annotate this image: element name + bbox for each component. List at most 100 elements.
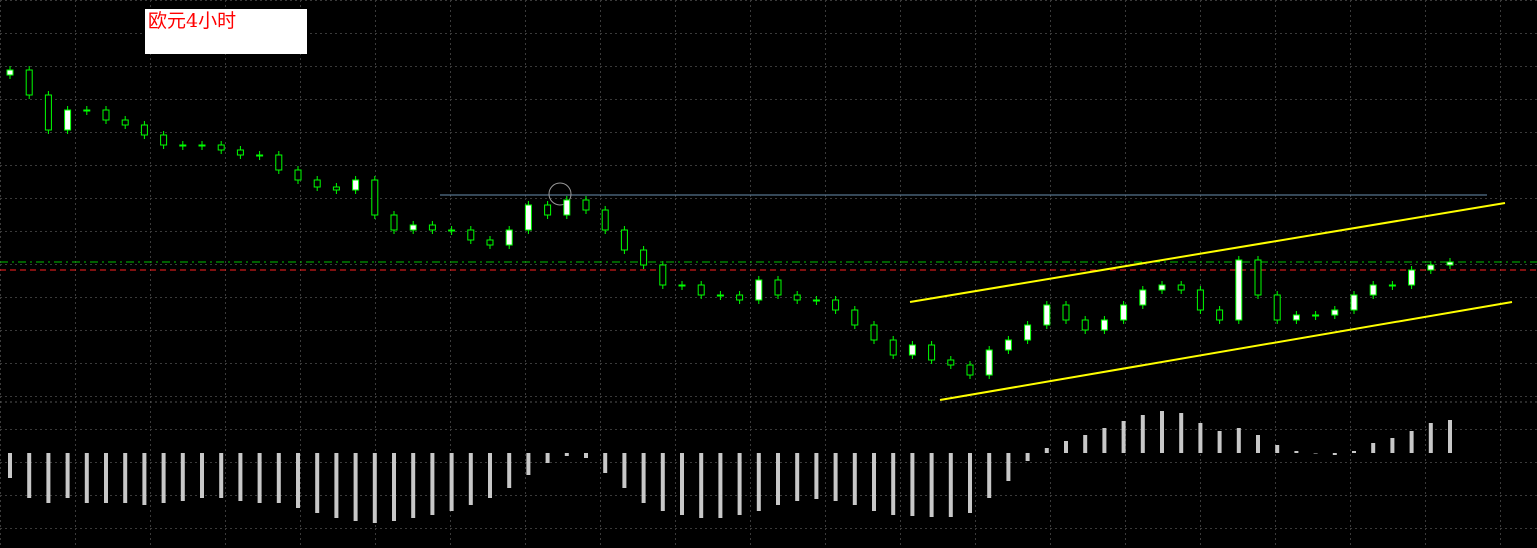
histogram-bar [1256,435,1260,453]
histogram-bar [65,453,70,498]
candle-body [1408,269,1416,286]
histogram-bar [353,453,358,521]
candle-body [563,199,571,216]
histogram-bar [1121,421,1126,453]
histogram-bar [603,453,608,473]
candle-body [985,349,993,376]
histogram-bar [8,453,12,478]
histogram-bar [776,453,780,505]
candle-body [64,109,72,131]
histogram-bar [987,453,992,498]
histogram-bar [276,453,281,503]
candle-body [947,359,955,366]
histogram-bar [660,453,665,511]
histogram-bar [123,453,128,503]
candle-body [1369,284,1377,296]
histogram-bar [1198,423,1203,453]
candle-body [160,134,168,146]
candle-body [256,154,264,157]
histogram-bar [430,453,435,515]
candle-body [851,309,859,326]
histogram-bar [1044,448,1049,453]
histogram-bar [718,453,723,518]
candle-body [140,124,148,136]
candle-body [832,299,840,311]
histogram-bar [468,453,473,505]
histogram-bar [1140,415,1145,453]
candle-body [1350,294,1358,311]
candle-body [294,169,302,181]
title-box [145,9,307,54]
histogram-bar [1217,431,1222,453]
candle-body [83,109,91,112]
candle-body [352,179,360,191]
candle-body [390,214,398,231]
histogram-bar [1179,413,1184,453]
candle-body [6,69,14,76]
histogram-bar [910,453,915,516]
histogram-bar [372,453,377,523]
histogram-bar [1390,438,1395,453]
histogram-bar [526,453,531,475]
candle-body [755,279,763,301]
histogram-bar [795,453,800,501]
candle-body [1292,314,1300,321]
histogram-bar [680,453,684,515]
series-layer [6,66,1454,523]
histogram-bar [27,453,32,498]
histogram-bar [1025,453,1030,461]
candle-body [1062,304,1070,321]
histogram-bar [257,453,262,503]
histogram-bar [200,453,204,498]
candle-body [332,186,340,191]
candle-body [1312,314,1320,317]
candle-body [697,284,705,296]
candle-body [1388,284,1396,287]
candle-body [102,109,110,121]
histogram-bar [872,453,876,511]
histogram-bar [814,453,819,499]
histogram-bar [449,453,454,511]
candle-body [1139,289,1147,306]
histogram-bar [488,453,492,498]
candle-body [774,279,782,296]
candle-body [928,344,936,361]
histogram-bar [1352,451,1356,453]
histogram-bar [46,453,51,503]
histogram-bar [1409,431,1414,453]
candle-body [25,69,33,96]
histogram-bar [84,453,89,503]
candle-body [620,229,628,251]
histogram-bar [1275,445,1280,453]
candle-body [1158,284,1166,291]
candle-body [486,239,494,246]
candle-body [1235,259,1243,321]
histogram-bar [1006,453,1011,481]
histogram-bar [219,453,224,498]
candle-body [428,224,436,231]
candle-body [1216,309,1224,321]
candle-body [1004,339,1012,351]
candle-body [198,144,206,147]
histogram-bar [180,453,185,501]
candle-body [409,224,417,231]
histogram-bar [411,453,416,518]
histogram-bar [238,453,243,501]
histogram-bar [142,453,147,505]
histogram-bar [1083,435,1088,453]
candle-body [870,324,878,341]
candle-body [1446,261,1454,266]
histogram-bar [737,453,742,515]
histogram-bar [1064,441,1068,453]
candle-body [1177,284,1185,291]
candle-body [1043,304,1051,326]
candle-body [1427,264,1435,271]
candle-body [1196,289,1204,311]
histogram-bar [968,453,972,513]
candle-body [505,229,513,246]
candle-body [121,119,129,126]
candle-body [582,199,590,211]
candle-body [736,294,744,301]
